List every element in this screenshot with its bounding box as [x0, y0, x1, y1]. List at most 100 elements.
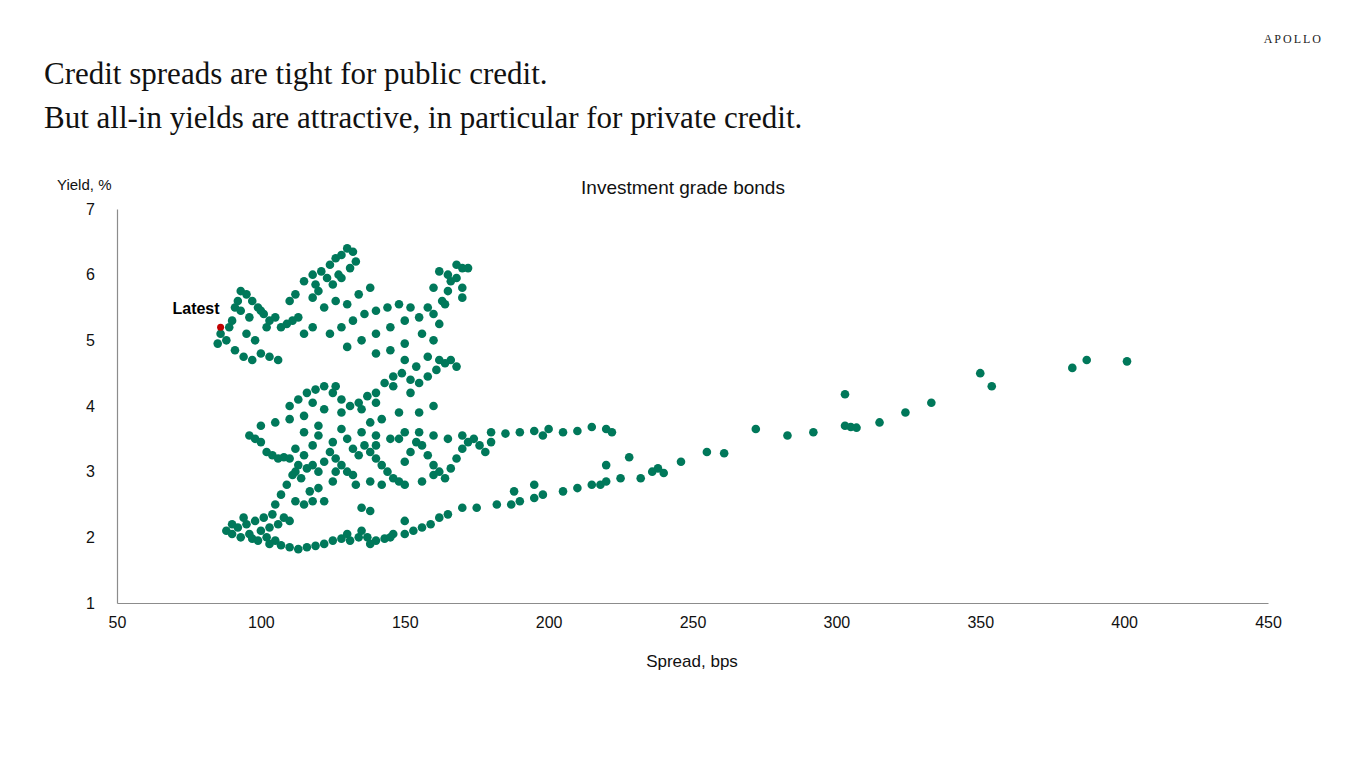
- point: [429, 284, 438, 293]
- point: [311, 385, 320, 394]
- point: [395, 408, 404, 417]
- point: [329, 280, 338, 289]
- point: [372, 398, 381, 407]
- point: [300, 277, 309, 286]
- point: [383, 467, 392, 476]
- point: [236, 306, 245, 315]
- point: [337, 251, 346, 260]
- point: [400, 356, 409, 365]
- point: [314, 421, 323, 430]
- point: [352, 257, 361, 266]
- tick-label: 100: [248, 614, 275, 631]
- point: [429, 461, 438, 470]
- brand: APOLLO: [1264, 32, 1323, 46]
- point: [343, 343, 352, 352]
- point: [386, 435, 395, 444]
- point: [251, 336, 260, 345]
- point: [809, 428, 818, 437]
- point: [314, 431, 323, 440]
- point: [357, 526, 366, 535]
- point: [435, 356, 444, 365]
- tick: 400: [1111, 603, 1138, 631]
- point: [282, 481, 291, 490]
- point: [337, 425, 346, 434]
- point: [406, 303, 415, 312]
- point: [530, 427, 539, 436]
- point: [228, 316, 237, 325]
- point: [544, 425, 553, 434]
- point: [242, 329, 251, 338]
- point: [317, 267, 326, 276]
- point: [294, 313, 303, 322]
- y-axis: 1234567: [86, 201, 117, 612]
- point: [481, 448, 490, 457]
- point: [308, 270, 317, 279]
- tick-label: 150: [392, 614, 419, 631]
- point: [1082, 356, 1091, 365]
- point: [470, 435, 479, 444]
- point: [516, 497, 525, 506]
- point: [222, 336, 231, 345]
- tick: 100: [248, 603, 275, 631]
- tick-label: 450: [1255, 614, 1282, 631]
- point: [423, 451, 432, 460]
- point: [239, 513, 248, 522]
- point: [354, 451, 363, 460]
- point: [539, 490, 548, 499]
- point: [625, 453, 634, 462]
- tick: 450: [1255, 603, 1282, 631]
- point: [360, 310, 369, 319]
- point: [346, 264, 355, 273]
- point: [300, 329, 309, 338]
- point: [372, 431, 381, 440]
- tick: 3: [86, 463, 117, 480]
- point: [329, 438, 338, 447]
- point: [311, 280, 320, 289]
- point: [400, 481, 409, 490]
- point: [841, 390, 850, 399]
- tick-label: 1: [86, 595, 95, 612]
- point: [349, 247, 358, 256]
- point: [291, 497, 300, 506]
- point: [291, 444, 300, 453]
- point: [530, 481, 539, 490]
- point: [366, 507, 375, 516]
- tick: 5: [86, 332, 117, 349]
- point: [608, 428, 617, 437]
- point: [354, 290, 363, 299]
- point: [357, 503, 366, 512]
- point: [285, 517, 294, 526]
- point: [349, 471, 358, 480]
- point: [320, 303, 329, 312]
- point: [265, 352, 274, 361]
- tick-label: 3: [86, 463, 95, 480]
- point: [487, 428, 496, 437]
- point: [406, 375, 415, 384]
- point: [507, 500, 516, 509]
- point: [337, 408, 346, 417]
- point: [458, 431, 467, 440]
- point: [429, 431, 438, 440]
- point: [239, 352, 248, 361]
- tick-label: 250: [680, 614, 707, 631]
- point: [409, 526, 418, 535]
- point: [277, 541, 286, 550]
- point: [231, 346, 240, 355]
- point: [285, 454, 294, 463]
- point: [308, 398, 317, 407]
- point: [501, 429, 510, 438]
- tick: 6: [86, 266, 117, 283]
- tick-label: 7: [86, 201, 95, 218]
- point: [300, 451, 309, 460]
- point: [720, 449, 729, 458]
- axis-line: [118, 603, 1269, 604]
- point: [616, 474, 625, 483]
- point: [429, 471, 438, 480]
- point: [297, 474, 306, 483]
- point: [472, 503, 481, 512]
- point: [377, 415, 386, 424]
- point: [475, 441, 484, 450]
- tick-label: 350: [967, 614, 994, 631]
- point: [559, 428, 568, 437]
- point: [383, 303, 392, 312]
